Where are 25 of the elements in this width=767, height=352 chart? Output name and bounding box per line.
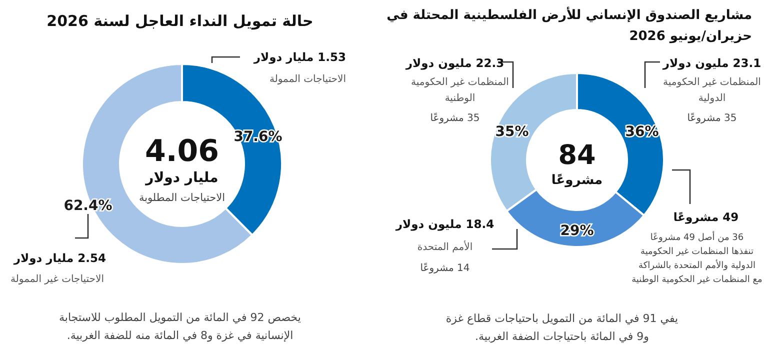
annotation: الاحتياجات المطلوبة <box>138 192 226 204</box>
title: مشاريع الصندوق الإنساني للأرض الفلسطينية المحتلة في <box>386 8 752 23</box>
annotation: 4.06 <box>144 134 220 169</box>
annotation: مع المنظمات غير الحكومية الوطنية <box>632 275 762 285</box>
annotation: 18.4 مليون دولار <box>396 217 494 231</box>
annotation: الإنسانية في غزة و8 في المائة منه للضفة الغربية. <box>66 329 294 342</box>
annotation: يفي 91 في المائة من التمويل باحتياجات قطاع غزة <box>446 312 678 325</box>
annotation: 23.1 مليون دولار <box>662 56 762 70</box>
title: حزيران/يونيو 2026 <box>629 29 752 44</box>
annotation: 35 مشروعًا <box>430 113 480 124</box>
annotation: 84 <box>558 140 596 171</box>
annotation: الدولية والأمم المتحدة بالشراكة <box>638 261 756 271</box>
annotation: 1.53 مليار دولار <box>254 50 346 64</box>
annotation: مشروعًا <box>551 173 603 188</box>
annotation: يخصص 92 في المائة من التمويل المطلوب للاستجابة <box>59 311 301 324</box>
annotation: 49 مشروعًا <box>673 210 739 224</box>
annotation: مليار دولار <box>146 170 218 186</box>
annotation: و9 في المائة باحتياجات الضفة الغربية. <box>475 330 649 343</box>
annotation: 22.3 مليون دولار <box>406 56 504 70</box>
annotation: 2.54 مليار دولار <box>14 251 106 265</box>
annotation: 36 من أصل 49 مشروعًا <box>650 233 744 243</box>
annotation: 35 مشروعًا <box>687 113 737 124</box>
annotation: 14 مشروعًا <box>420 263 470 274</box>
annotation: تنفذها المنظمات غير الحكومية <box>640 247 754 257</box>
title: حالة تمويل النداء العاجل لسنة 2026 <box>46 12 314 30</box>
